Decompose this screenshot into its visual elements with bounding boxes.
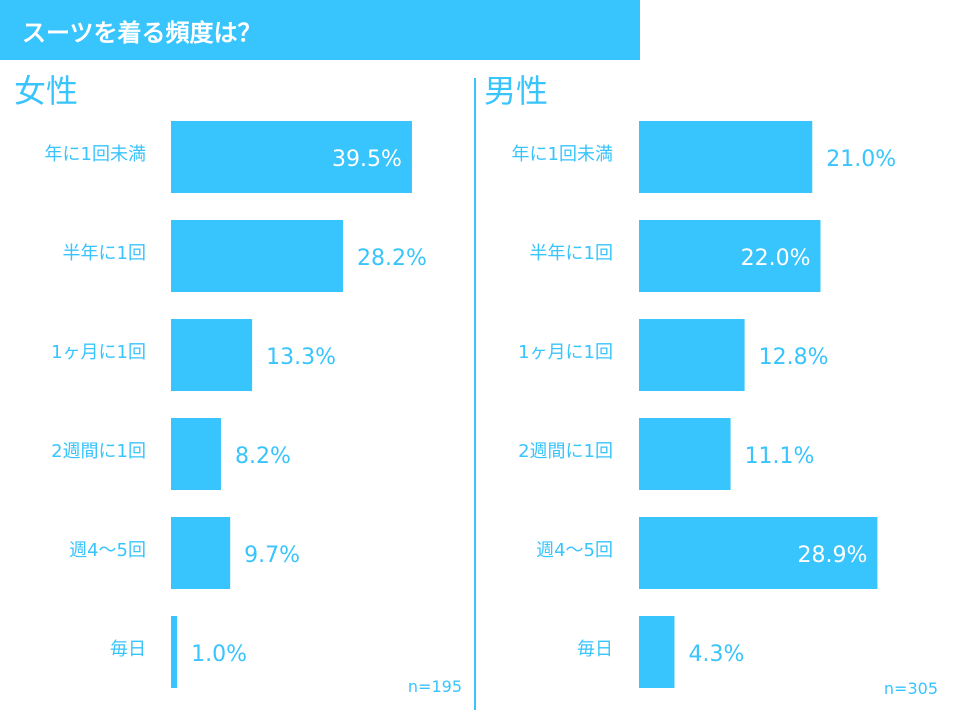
female-bar [171,319,253,391]
male-value-label: 22.0% [741,246,811,271]
male-sample-size: n=305 [884,679,938,698]
male-bar [639,319,745,391]
female-value-label: 13.3% [266,345,336,370]
male-category-label: 週4～5回 [536,540,613,561]
male-bar [639,121,813,193]
female-category-label: 年に1回未満 [45,144,146,165]
male-value-label: 21.0% [826,147,896,172]
male-category-label: 2週間に1回 [518,441,613,462]
female-value-label: 9.7% [244,543,300,568]
male-bar [639,616,675,688]
female-panel-title: 女性 [14,72,78,110]
male-bar [639,418,731,490]
female-value-label: 28.2% [357,246,427,271]
male-value-label: 28.9% [798,543,868,568]
panel-divider [474,78,476,710]
female-sample-size: n=195 [408,677,462,696]
female-bar [171,616,178,688]
male-category-label: 毎日 [577,639,613,660]
male-category-label: 年に1回未満 [512,144,613,165]
title-bar: スーツを着る頻度は？ [0,0,640,60]
female-bar [171,220,344,292]
male-value-label: 4.3% [688,642,744,667]
female-category-label: 半年に1回 [63,243,146,264]
female-value-label: 1.0% [191,642,247,667]
chart-title: スーツを着る頻度は？ [22,19,262,47]
male-bar [639,517,878,589]
female-category-label: 毎日 [110,639,146,660]
male-value-label: 11.1% [745,444,815,469]
male-bar [639,220,821,292]
male-category-label: 1ヶ月に1回 [518,342,613,363]
female-bar [171,121,412,193]
male-category-label: 半年に1回 [530,243,613,264]
female-bar [171,418,222,490]
female-value-label: 8.2% [235,444,291,469]
female-bar [171,517,231,589]
female-category-label: 2週間に1回 [51,441,146,462]
female-category-label: 1ヶ月に1回 [51,342,146,363]
male-panel-title: 男性 [484,72,548,110]
female-category-label: 週4～5回 [69,540,146,561]
male-value-label: 12.8% [759,345,829,370]
female-value-label: 39.5% [332,147,402,172]
